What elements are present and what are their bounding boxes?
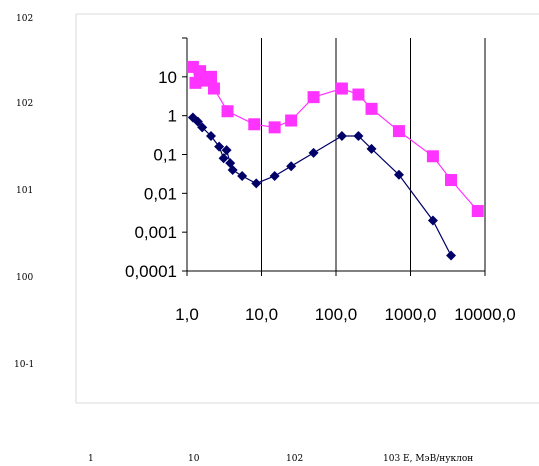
- series-1-point-16: [426, 150, 439, 163]
- series-2-point-6: [218, 153, 229, 164]
- outer-y-label-4: 100: [16, 273, 33, 283]
- series-1-point-11: [307, 91, 320, 104]
- series-1-point-12: [335, 82, 348, 95]
- series-1-point-14: [365, 102, 378, 115]
- series-2-point-15: [336, 130, 347, 141]
- series-1-point-13: [352, 88, 365, 101]
- series-layer: [186, 60, 484, 261]
- series-1-point-7: [221, 105, 234, 118]
- series-2-point-18: [393, 169, 404, 180]
- series-2-point-14: [308, 147, 319, 158]
- series-2-point-20: [446, 250, 457, 261]
- x-tick-label-2: 10,0: [245, 305, 278, 324]
- x-tick-label-1: 1,0: [175, 305, 199, 324]
- series-2-point-12: [269, 170, 280, 181]
- series-2-point-4: [206, 130, 217, 141]
- x-tick-label-4: 1000,0: [385, 305, 437, 324]
- y-tick-label-5: 1: [168, 107, 177, 126]
- outer-y-label-5: 10-1: [14, 360, 34, 370]
- series-1-point-17: [445, 174, 458, 187]
- series-2-point-19: [427, 215, 438, 226]
- y-tick-label-4: 0,1: [153, 146, 177, 165]
- y-tick-label-2: 0,001: [134, 223, 177, 242]
- series-1-point-3: [194, 65, 207, 78]
- outer-x-label-4: 103 E, МэВ/нуклон: [383, 454, 473, 464]
- series-2-point-16: [353, 130, 364, 141]
- y-tick-label-6: 10: [158, 68, 177, 87]
- series-1-point-10: [285, 114, 298, 127]
- series-1-point-6: [207, 82, 220, 95]
- series-1-point-15: [392, 125, 405, 138]
- outer-x-label-2: 10: [188, 454, 200, 464]
- series-1-point-18: [471, 205, 484, 218]
- series-1-point-8: [248, 118, 261, 131]
- series-2-point-3: [197, 122, 208, 133]
- series-2-point-9: [227, 164, 238, 175]
- outer-x-label-3: 102: [286, 454, 303, 464]
- series-2-point-7: [221, 145, 232, 156]
- outer-y-label-2: 102: [16, 99, 33, 109]
- y-tick-label-1: 0,0001: [125, 262, 177, 281]
- series-1-line: [192, 66, 479, 212]
- series-1-point-5: [205, 70, 218, 83]
- outer-y-label-3: 101: [16, 186, 33, 196]
- tick-layer: 0,0001 0,001 0,01 0,1 1 10 1,0 10,0 100,0 1000,0 1…: [125, 37, 516, 324]
- x-tick-label-3: 100,0: [315, 305, 358, 324]
- series-2-point-17: [366, 143, 377, 154]
- series-2-point-5: [214, 141, 225, 152]
- series-2-line: [192, 116, 452, 256]
- series-2-point-13: [286, 161, 297, 172]
- y-tick-label-3: 0,01: [144, 184, 177, 203]
- x-tick-label-5: 10000,0: [454, 305, 515, 324]
- outer-y-label-1: 102: [16, 14, 33, 24]
- series-1-point-2: [189, 76, 202, 89]
- series-1-point-9: [268, 121, 281, 134]
- outer-x-label-1: 1: [88, 454, 94, 464]
- series-2-point-11: [251, 178, 262, 189]
- series-2-point-10: [237, 170, 248, 181]
